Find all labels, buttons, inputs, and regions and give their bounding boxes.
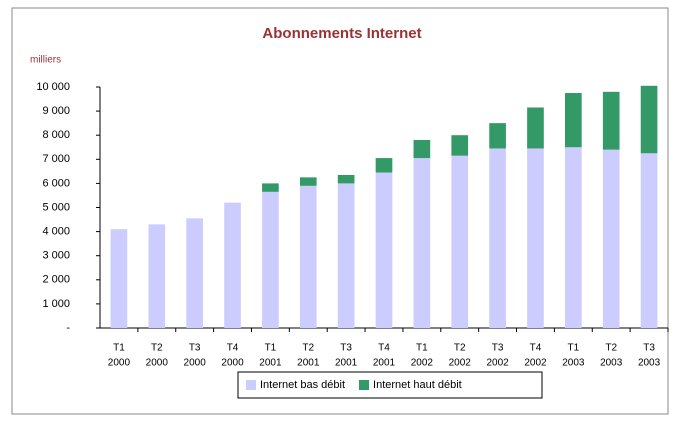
- legend-swatch: [359, 380, 370, 390]
- x-tick-label: 2001: [259, 358, 282, 369]
- bar-segment: [337, 183, 355, 328]
- bar-segment: [337, 174, 355, 184]
- x-tick-label: T3: [492, 343, 504, 354]
- y-axis-label: milliers: [30, 55, 61, 66]
- x-tick-label: 2000: [146, 358, 169, 369]
- bar-segment: [262, 191, 279, 328]
- bar-segment: [224, 202, 241, 328]
- bar-segment: [148, 224, 166, 328]
- y-tick-label: 7 000: [42, 153, 70, 165]
- x-tick-label: 2003: [562, 358, 585, 369]
- y-tick-label: 3 000: [42, 250, 70, 262]
- x-tick-label: 2001: [335, 358, 358, 369]
- bar-segment: [186, 218, 203, 328]
- chart-title: Abonnements Internet: [262, 25, 421, 42]
- y-tick-label: 2 000: [42, 274, 70, 286]
- y-tick-label: -: [66, 322, 70, 334]
- bar-segment: [602, 149, 620, 328]
- legend-label: Internet haut débit: [373, 379, 462, 391]
- bar-segment: [565, 93, 582, 148]
- bar-segment: [640, 85, 658, 154]
- bar-segment: [565, 147, 582, 328]
- legend-label: Internet bas débit: [260, 379, 345, 391]
- y-tick-label: 8 000: [42, 129, 70, 141]
- x-tick-label: 2002: [486, 358, 509, 369]
- bar-segment: [413, 140, 431, 159]
- y-tick-label: 1 000: [42, 298, 70, 310]
- x-tick-label: T2: [151, 343, 163, 354]
- bar-segment: [451, 155, 469, 328]
- x-tick-label: 2001: [373, 358, 396, 369]
- bar-segment: [489, 123, 506, 149]
- legend-swatch: [246, 380, 256, 390]
- x-tick-label: 2003: [600, 358, 623, 369]
- x-tick-label: T3: [643, 343, 655, 354]
- x-tick-label: T3: [189, 343, 201, 354]
- x-tick-label: T2: [605, 343, 617, 354]
- y-tick-label: 9 000: [42, 105, 70, 117]
- bar-segment: [375, 158, 393, 173]
- bar-segment: [299, 177, 317, 186]
- x-tick-label: T4: [378, 343, 390, 354]
- bar-segment: [527, 107, 544, 149]
- x-tick-label: T1: [265, 343, 277, 354]
- x-tick-label: 2001: [297, 358, 320, 369]
- bar-segment: [527, 148, 544, 328]
- bar-segment: [375, 172, 393, 328]
- y-tick-label: 4 000: [42, 226, 70, 238]
- legend-box: [237, 371, 543, 399]
- bar-segment: [489, 148, 506, 328]
- bar-segment: [262, 183, 279, 192]
- x-tick-label: T1: [416, 343, 428, 354]
- x-tick-label: 2002: [449, 358, 472, 369]
- x-tick-label: 2000: [221, 358, 244, 369]
- x-tick-label: T2: [454, 343, 466, 354]
- bar-segment: [413, 158, 431, 328]
- x-tick-label: 2000: [184, 358, 207, 369]
- y-tick-label: 10 000: [36, 81, 70, 93]
- x-tick-label: T1: [113, 343, 125, 354]
- bar-segment: [602, 91, 620, 150]
- x-tick-label: 2000: [108, 358, 131, 369]
- x-tick-label: T4: [530, 343, 542, 354]
- x-tick-label: T2: [302, 343, 314, 354]
- bar-segment: [110, 229, 128, 328]
- bar-segment: [640, 153, 658, 328]
- x-tick-label: 2002: [524, 358, 547, 369]
- x-tick-label: T4: [227, 343, 239, 354]
- x-tick-label: T1: [567, 343, 579, 354]
- x-tick-label: 2002: [411, 358, 434, 369]
- bar-segment: [451, 135, 469, 156]
- x-tick-label: T3: [340, 343, 352, 354]
- x-tick-label: 2003: [638, 358, 661, 369]
- bar-segment: [299, 185, 317, 328]
- y-tick-label: 6 000: [42, 177, 70, 189]
- y-tick-label: 5 000: [42, 201, 70, 213]
